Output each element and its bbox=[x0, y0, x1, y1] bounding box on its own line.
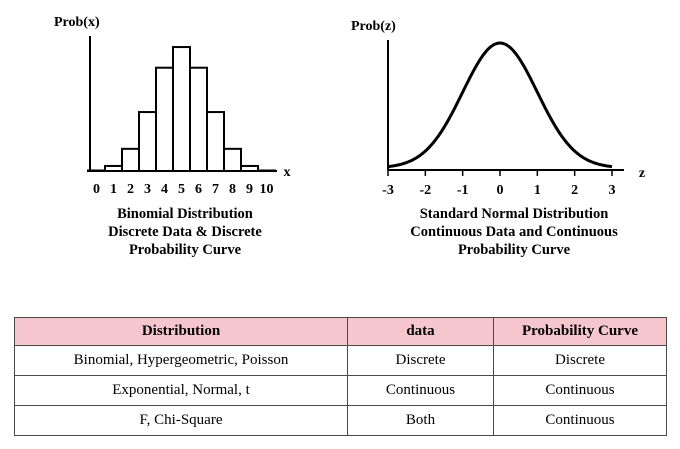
normal-tick-label: 3 bbox=[609, 183, 616, 198]
binomial-bar-3 bbox=[138, 111, 157, 173]
table-row: F, Chi-Square Both Continuous bbox=[14, 405, 667, 436]
normal-y-axis-label: Prob(z) bbox=[351, 19, 396, 34]
table-cell: Both bbox=[347, 405, 494, 436]
binomial-tick-label: 1 bbox=[110, 182, 117, 197]
table-cell: Discrete bbox=[493, 345, 667, 376]
binomial-tick-label: 9 bbox=[246, 182, 253, 197]
normal-caption-line-1: Standard Normal Distribution bbox=[420, 206, 609, 222]
charts-figure: Prob(x) 0 1 2 3 4 5 6 7 8 9 10 x Binomial Distribu… bbox=[54, 15, 645, 258]
header-probability-curve: Probability Curve bbox=[493, 317, 667, 346]
normal-caption-line-2: Continuous Data and Continuous bbox=[410, 224, 618, 240]
binomial-chart: Prob(x) 0 1 2 3 4 5 6 7 8 9 10 x Binomial Distribu… bbox=[54, 15, 291, 258]
table-cell: F, Chi-Square bbox=[14, 405, 348, 436]
binomial-bar-4 bbox=[155, 66, 174, 172]
binomial-tick-label: 4 bbox=[161, 182, 168, 197]
table-row: Binomial, Hypergeometric, Poisson Discre… bbox=[14, 345, 667, 376]
normal-density-curve bbox=[387, 41, 613, 169]
binomial-tick-label: 6 bbox=[195, 182, 202, 197]
binomial-tick-label: 0 bbox=[93, 182, 100, 197]
normal-tick-label: -2 bbox=[419, 183, 431, 198]
header-data: data bbox=[347, 317, 494, 346]
binomial-bar-8 bbox=[223, 147, 242, 172]
binomial-bar-2 bbox=[121, 147, 140, 172]
normal-x-axis-label: z bbox=[639, 166, 645, 181]
table-cell: Continuous bbox=[347, 375, 494, 406]
binomial-caption-line-1: Binomial Distribution bbox=[117, 206, 253, 222]
binomial-bar-6 bbox=[189, 66, 208, 172]
binomial-bar-7 bbox=[206, 111, 225, 173]
binomial-tick-label: 7 bbox=[212, 182, 219, 197]
normal-tick-label: -1 bbox=[457, 183, 469, 198]
table-cell: Continuous bbox=[493, 375, 667, 406]
header-distribution: Distribution bbox=[14, 317, 348, 346]
normal-chart: Prob(z) -3 -2 -1 0 1 2 3 z Standard Normal Dis… bbox=[351, 19, 645, 258]
table-cell: Binomial, Hypergeometric, Poisson bbox=[14, 345, 348, 376]
binomial-tick-label: 3 bbox=[144, 182, 151, 197]
binomial-bar-10 bbox=[257, 169, 276, 173]
binomial-bar-1 bbox=[104, 164, 123, 172]
binomial-bar-5 bbox=[172, 46, 191, 172]
table-row: Exponential, Normal, t Continuous Contin… bbox=[14, 375, 667, 406]
binomial-caption-line-2: Discrete Data & Discrete bbox=[108, 224, 262, 240]
binomial-y-axis-label: Prob(x) bbox=[54, 15, 100, 30]
distribution-table-container: Distribution data Probability Curve Bino… bbox=[14, 317, 667, 436]
binomial-bar-0 bbox=[87, 169, 106, 173]
binomial-bar-9 bbox=[240, 164, 259, 172]
normal-tick-label: 0 bbox=[497, 183, 504, 198]
binomial-tick-label: 5 bbox=[178, 182, 185, 197]
table-cell: Continuous bbox=[493, 405, 667, 436]
table-cell: Exponential, Normal, t bbox=[14, 375, 348, 406]
normal-tick-label: 1 bbox=[534, 183, 541, 198]
distribution-table: Distribution data Probability Curve Bino… bbox=[14, 317, 667, 436]
binomial-tick-label: 2 bbox=[127, 182, 134, 197]
table-cell: Discrete bbox=[347, 345, 494, 376]
normal-tick-label: -3 bbox=[382, 183, 394, 198]
binomial-tick-label: 10 bbox=[260, 182, 274, 197]
binomial-tick-label: 8 bbox=[229, 182, 236, 197]
binomial-caption-line-3: Probability Curve bbox=[129, 242, 242, 258]
table-header-row: Distribution data Probability Curve bbox=[14, 317, 667, 346]
normal-tick-label: 2 bbox=[571, 183, 578, 198]
normal-caption-line-3: Probability Curve bbox=[458, 242, 571, 258]
binomial-x-axis-label: x bbox=[284, 165, 291, 180]
